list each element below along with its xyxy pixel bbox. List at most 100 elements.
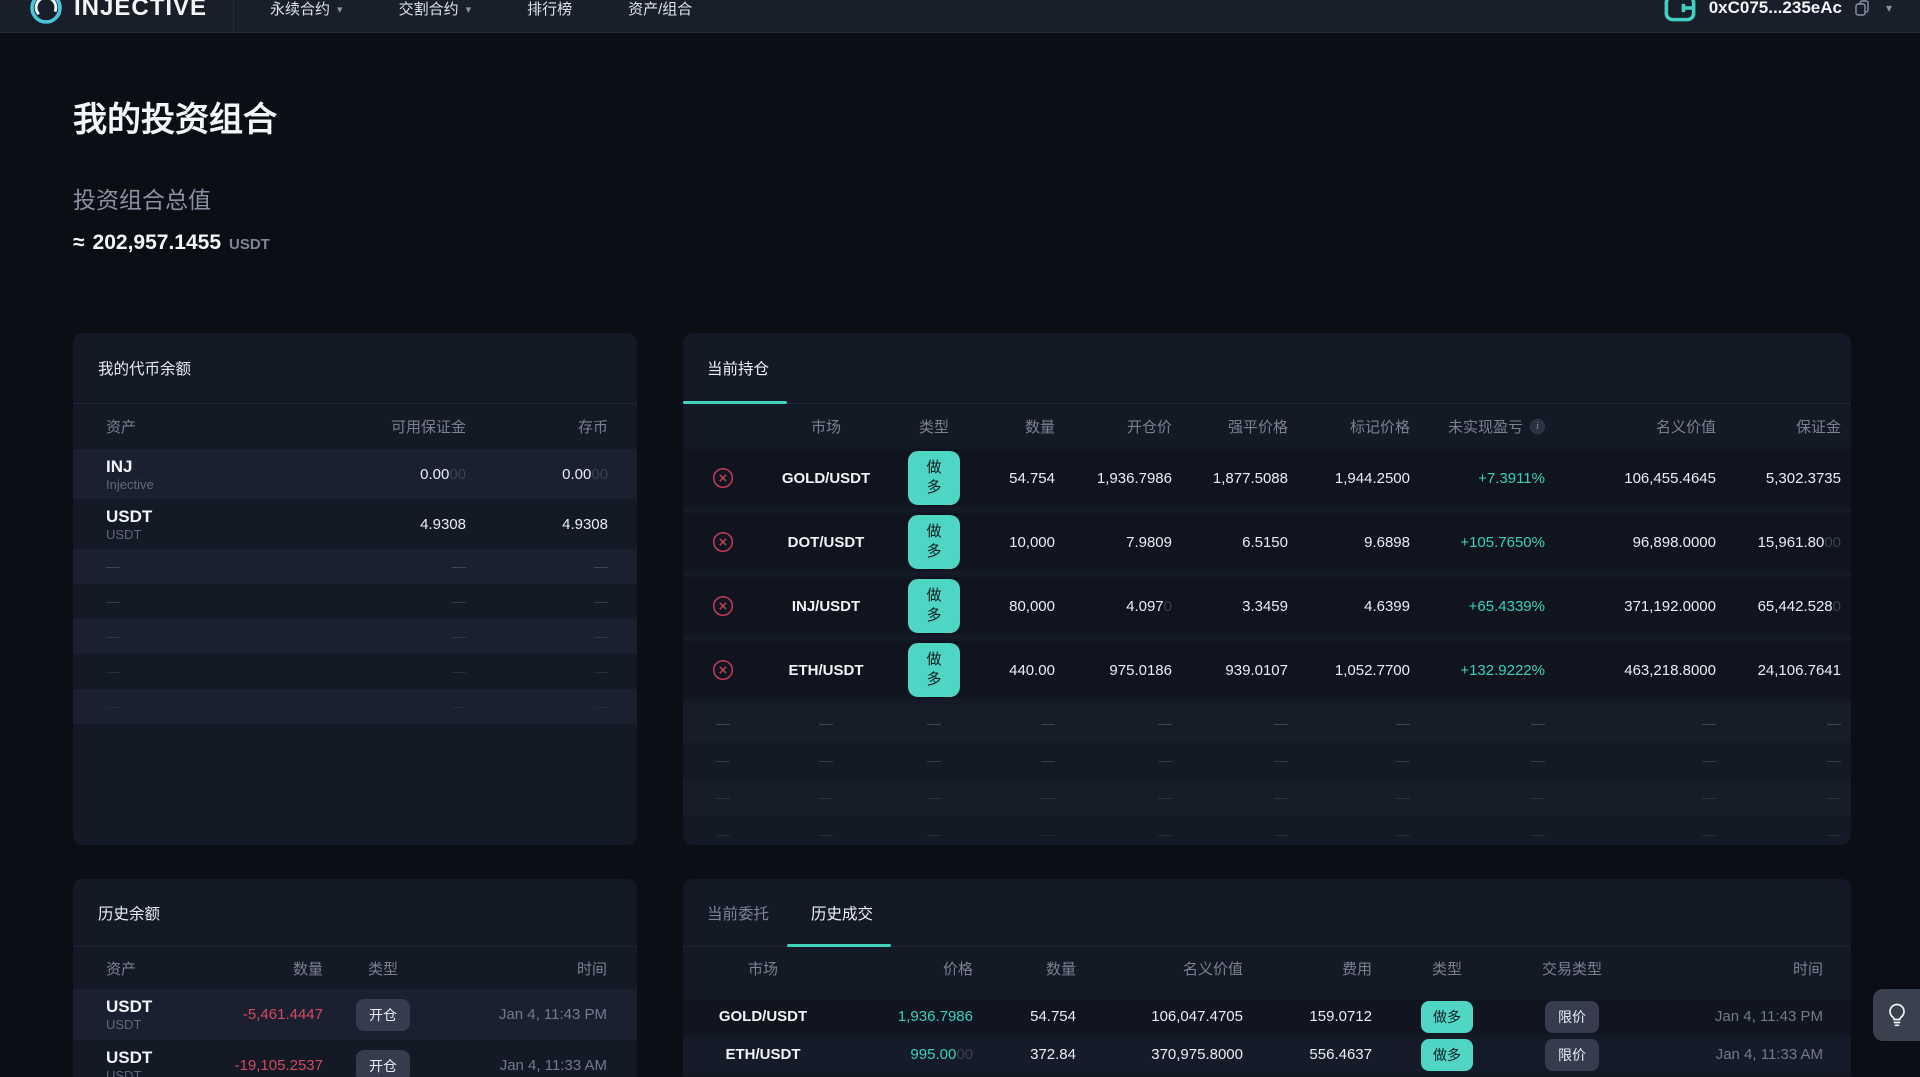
col-time: 时间 [576, 960, 607, 978]
asset-symbol: USDT [106, 997, 153, 1016]
nav-item-portfolio[interactable]: 资产/组合 [628, 0, 692, 19]
open-positions-header: 当前持仓 [683, 333, 1851, 404]
placeholder-dash [1274, 789, 1288, 807]
col-asset: 资产 [106, 960, 137, 978]
col-unrealized-pnl-label: 未实现盈亏 [1447, 419, 1523, 436]
trade-market: GOLD/USDT [718, 1008, 808, 1025]
nav-item-perpetual[interactable]: 永续合约 [270, 0, 343, 19]
nav-item-label: 交割合约 [398, 0, 459, 18]
trade-time: Jan 4, 11:33 AM [1715, 1046, 1823, 1063]
nav-item-label: 永续合约 [270, 0, 331, 18]
col-side: 类型 [1431, 960, 1462, 978]
copy-icon[interactable] [1854, 0, 1870, 17]
tab-trade-history[interactable]: 历史成交 [787, 879, 892, 947]
position-entry-price: 1,936.7986 [1096, 469, 1172, 487]
placeholder-dash [927, 789, 941, 807]
position-quantity: 10,000 [1009, 533, 1055, 551]
position-entry-price: 4.097 0 [1126, 597, 1172, 615]
available-margin-value: 4.9308 [420, 515, 466, 533]
token-balances-panel: 我的代币余额 资产 可用保证金 存币 INJ Injective 0.00 00 … [73, 333, 637, 845]
placeholder-dash [594, 593, 608, 611]
close-position-icon[interactable] [712, 659, 734, 681]
position-margin: 15,961.80 00 [1757, 533, 1841, 551]
position-row: ETH/USDT 做多 440.00 975.0186 939.0107 1,0… [683, 641, 1851, 699]
placeholder-dash [716, 752, 730, 770]
position-mark-price: 9.6898 [1364, 533, 1410, 551]
trade-quantity: 372.84 [1030, 1046, 1076, 1063]
col-mark-price: 标记价格 [1349, 419, 1410, 436]
col-asset: 资产 [106, 419, 137, 436]
tab-open-positions[interactable]: 当前持仓 [683, 333, 788, 404]
nav-item-leaderboard[interactable]: 排行榜 [527, 0, 572, 19]
injective-brand[interactable]: INJECTIVE [28, 0, 207, 26]
position-side-badge: 做多 [908, 451, 960, 505]
position-notional-value: 371,192.0000 [1624, 597, 1716, 615]
brand-text: INJECTIVE [74, 0, 208, 21]
trade-history-panel: 当前委托 历史成交 市场 价格 数量 名义价值 费用 类型 交易类型 时间 GO… [683, 879, 1851, 1077]
col-unrealized-pnl: 未实现盈亏 [1410, 404, 1545, 449]
placeholder-dash [1827, 826, 1841, 844]
close-position-icon[interactable] [712, 467, 734, 489]
position-unrealized-pnl: +7.3911% [1478, 469, 1545, 487]
placeholder-dash [1041, 715, 1055, 733]
position-side-badge: 做多 [908, 579, 960, 633]
main-content: 我的投资组合 投资组合总值 ≈ 202,957.1455 USDT 我的代币余额… [0, 92, 1920, 1077]
empty-row [73, 549, 637, 584]
wallet-widget[interactable]: 0xC075...235eAc [1663, 0, 1870, 23]
portfolio-total-value: 202,957.1455 [92, 231, 221, 254]
wallet-caret-icon[interactable]: ▾ [1885, 1, 1892, 15]
balance-history-column-headers: 资产 数量 类型 时间 [73, 947, 637, 989]
empty-row [683, 705, 1851, 742]
position-quantity: 440.00 [1009, 661, 1055, 679]
placeholder-dash [1041, 789, 1055, 807]
placeholder-dash [1396, 752, 1410, 770]
close-position-icon[interactable] [712, 595, 734, 617]
placeholder-dash [1158, 826, 1172, 844]
position-margin: 65,442.528 0 [1757, 597, 1841, 615]
tab-open-orders[interactable]: 当前委托 [707, 905, 770, 923]
position-quantity: 80,000 [1009, 597, 1055, 615]
balance-history-title: 历史余额 [98, 905, 161, 923]
nav-item-futures[interactable]: 交割合约 [399, 0, 472, 19]
placeholder-dash [1396, 826, 1410, 844]
empty-row [683, 779, 1851, 816]
placeholder-dash [1531, 826, 1545, 844]
col-deposit: 存币 [577, 419, 608, 436]
col-time: 时间 [1792, 960, 1823, 978]
trade-market: ETH/USDT [725, 1046, 801, 1063]
asset-cell: INJ Injective [106, 449, 273, 499]
position-liquidation-price: 939.0107 [1225, 661, 1288, 679]
trade-side-badge: 做多 [1421, 1000, 1473, 1033]
wallet-address: 0xC075...235eAc [1708, 0, 1842, 17]
placeholder-dash [1531, 752, 1545, 770]
col-available-margin: 可用保证金 [390, 419, 466, 436]
col-margin: 保证金 [1795, 419, 1841, 436]
history-time: Jan 4, 11:33 AM [499, 1057, 607, 1074]
balance-history-panel: 历史余额 资产 数量 类型 时间 USDT USDT -5,461.4447 开… [73, 879, 637, 1077]
placeholder-dash [594, 663, 608, 681]
trade-notional-value: 370,975.8000 [1151, 1046, 1243, 1063]
history-time: Jan 4, 11:43 PM [498, 1006, 607, 1023]
placeholder-dash [594, 628, 608, 646]
placeholder-dash [1274, 715, 1288, 733]
trade-order-type-badge: 限价 [1545, 1000, 1599, 1033]
info-icon[interactable] [1530, 419, 1545, 434]
close-position-icon[interactable] [712, 531, 734, 553]
portfolio-total: ≈ 202,957.1455 USDT [73, 231, 1920, 255]
portfolio-total-prefix: ≈ [73, 231, 85, 254]
col-fee: 费用 [1341, 960, 1372, 978]
position-row: INJ/USDT 做多 80,000 4.097 0 3.3459 4.6399 … [683, 577, 1851, 635]
wallet-icon [1663, 0, 1697, 23]
empty-row [73, 584, 637, 619]
placeholder-dash [1702, 752, 1716, 770]
placeholder-dash [106, 663, 120, 681]
asset-cell: USDT USDT [106, 989, 213, 1040]
placeholder-dash [452, 628, 466, 646]
position-entry-price: 7.9809 [1126, 533, 1172, 551]
lightbulb-help-button[interactable] [1873, 989, 1920, 1041]
placeholder-dash [819, 752, 833, 770]
position-unrealized-pnl: +105.7650% [1460, 533, 1545, 551]
placeholder-dash [106, 558, 120, 576]
col-market: 市场 [747, 960, 778, 978]
